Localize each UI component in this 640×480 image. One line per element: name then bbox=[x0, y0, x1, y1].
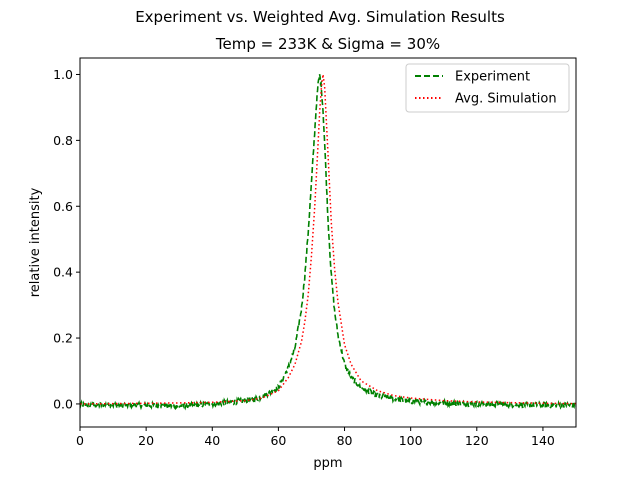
axis-ticks: 0 20 40 60 80 100 120 140 0.0 0.2 0.4 0.6 0.8 1.0 bbox=[53, 67, 555, 448]
y-tick-label: 1.0 bbox=[53, 67, 73, 82]
chart-suptitle: Experiment vs. Weighted Avg. Simulation … bbox=[135, 8, 505, 26]
legend: Experiment Avg. Simulation bbox=[405, 63, 570, 113]
x-tick-label: 0 bbox=[76, 433, 84, 448]
y-tick-label: 0.4 bbox=[53, 265, 73, 280]
y-tick-label: 0.0 bbox=[53, 396, 73, 411]
legend-box bbox=[405, 63, 570, 113]
x-tick-label: 60 bbox=[270, 433, 286, 448]
y-tick-label: 0.2 bbox=[53, 331, 73, 346]
chart-title: Temp = 233K & Sigma = 30% bbox=[215, 35, 440, 53]
x-tick-label: 140 bbox=[531, 433, 555, 448]
y-axis-label: relative intensity bbox=[28, 187, 43, 297]
y-tick-label: 0.8 bbox=[53, 133, 73, 148]
x-tick-label: 80 bbox=[337, 433, 353, 448]
x-axis-label: ppm bbox=[313, 456, 342, 471]
x-tick-label: 100 bbox=[399, 433, 423, 448]
x-tick-label: 40 bbox=[204, 433, 220, 448]
x-tick-label: 20 bbox=[138, 433, 154, 448]
x-tick-label: 120 bbox=[465, 433, 489, 448]
y-tick-label: 0.6 bbox=[53, 199, 73, 214]
series-line-experiment bbox=[80, 74, 576, 411]
legend-label-avg-simulation: Avg. Simulation bbox=[455, 92, 557, 107]
legend-label-experiment: Experiment bbox=[455, 70, 530, 85]
plot-area bbox=[80, 74, 576, 411]
axes-frame bbox=[79, 57, 577, 428]
series-line-avg-simulation bbox=[80, 74, 576, 405]
